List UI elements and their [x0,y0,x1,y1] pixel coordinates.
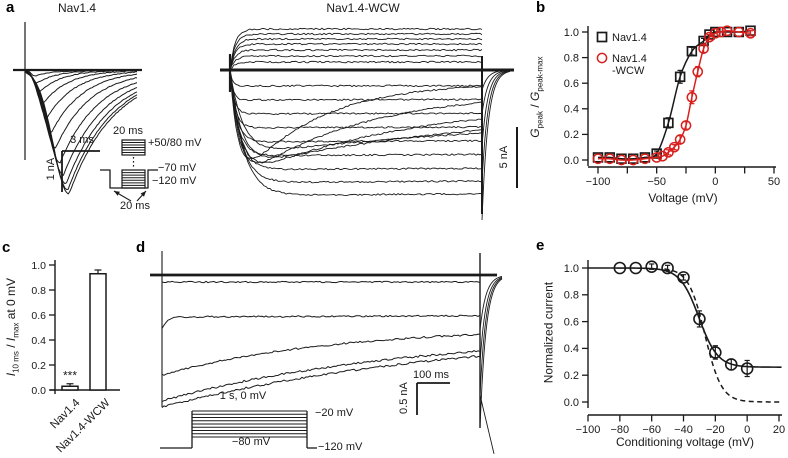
svg-text:20: 20 [773,424,785,436]
panel-d-protocol-base-level: −120 mV [318,441,363,453]
svg-text:0.4: 0.4 [564,343,579,355]
panel-b-xlabel: Voltage (mV) [648,191,718,205]
panel-a-right-title: Nav1.4-WCW [326,1,400,15]
panel-a-left-title: Nav1.4 [57,1,97,15]
svg-text:−100: −100 [586,176,611,188]
panel-a-scalebar-time-label: 3 ms [70,134,94,146]
svg-text:1.0: 1.0 [31,260,46,272]
panel-d-scalebar-current-label: 0.5 nA [397,382,410,414]
panel-b-letter: b [536,0,546,16]
panel-a-protocol-bottom-duration: 20 ms [120,200,150,212]
svg-text:0.6: 0.6 [564,78,579,90]
svg-text:−20: −20 [706,424,725,436]
panel-d-scalebar-time-label: 100 ms [412,369,450,381]
panel-d-traces [150,251,503,454]
svg-text:1.0: 1.0 [564,27,579,39]
svg-text:0.0: 0.0 [564,397,579,409]
svg-text:***: *** [63,368,77,382]
panel-a-protocol-base-level: −120 mV [152,175,197,187]
panel-a-protocol-top-duration: 20 ms [113,125,143,137]
panel-b-gv-plot: 0.0 0.2 0.4 0.6 0.8 1.0 −100 −50 0 50 Nav1.4 Nav1.4… [564,25,780,188]
svg-text:0.4: 0.4 [564,104,579,116]
svg-text:−60: −60 [642,424,661,436]
panel-c-bar-plot: 0.0 0.2 0.4 0.6 0.8 1.0 *** [31,260,120,397]
svg-text:0: 0 [744,424,750,436]
panel-a-left-traces [13,22,158,202]
svg-text:1.0: 1.0 [564,263,579,275]
svg-text:0.2: 0.2 [31,360,46,372]
svg-text:Nav1.4: Nav1.4 [612,53,647,65]
panel-c-ylabel: I10 ms / Imax at 0 mV [3,277,21,377]
svg-text:0.2: 0.2 [564,129,579,141]
svg-text:50: 50 [768,176,780,188]
panel-d-protocol-pulse: 1 s, 0 mV [219,390,267,402]
panel-b-ylabel: Gpeak / Gpeak-max [527,56,545,138]
svg-text:-WCW: -WCW [612,65,645,77]
svg-text:−40: −40 [674,424,693,436]
svg-text:0.2: 0.2 [564,370,579,382]
svg-text:0.4: 0.4 [31,335,46,347]
svg-text:0.8: 0.8 [564,290,579,302]
svg-text:−50: −50 [647,176,666,188]
svg-text:0: 0 [712,176,718,188]
panel-a-protocol-step-level: +50/80 mV [148,137,202,149]
panel-a-protocol-hold-level: −70 mV [158,162,197,174]
panel-d-letter: d [136,239,146,256]
svg-text:−100: −100 [576,424,601,436]
panel-a-right-traces [220,27,518,221]
svg-text:0.0: 0.0 [31,385,46,397]
panel-e-letter: e [536,237,545,254]
panel-a-letter: a [6,0,15,16]
svg-text:0.8: 0.8 [31,285,46,297]
svg-text:−80: −80 [610,424,629,436]
panel-d-protocol-mid-level: −80 mV [231,436,271,448]
svg-text:0.0: 0.0 [564,155,579,167]
svg-text:Nav1.4: Nav1.4 [612,32,647,44]
panel-e-xlabel: Conditioning voltage (mV) [615,435,755,449]
svg-text:0.6: 0.6 [31,310,46,322]
panel-a-right-scalebar-label: 5 nA [497,145,510,169]
panel-c-letter: c [2,239,11,256]
panel-a-scalebar-current-label: 1 nA [44,157,57,181]
panel-e-ylabel: Normalized current [541,281,556,384]
panel-d-protocol-top-level: −20 mV [315,407,354,419]
svg-text:0.6: 0.6 [564,316,579,328]
panel-e-inactivation-plot: 0.0 0.2 0.4 0.6 0.8 1.0 −100 −80 −60 −40 −20 0 20 [564,260,785,436]
svg-text:0.8: 0.8 [564,52,579,64]
